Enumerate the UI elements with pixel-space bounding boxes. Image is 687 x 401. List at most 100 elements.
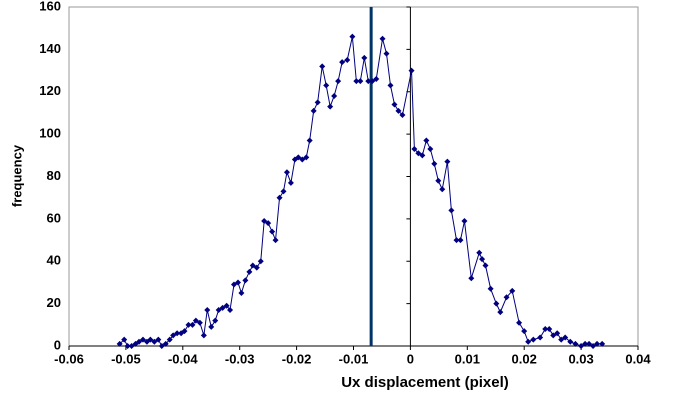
- x-tick-label: 0.01: [455, 351, 480, 366]
- y-tick-label: 100: [39, 126, 61, 141]
- data-point: [487, 285, 494, 292]
- data-point: [431, 160, 438, 167]
- data-point: [554, 330, 561, 337]
- data-point: [208, 323, 215, 330]
- data-point: [457, 237, 464, 244]
- data-point: [349, 33, 356, 40]
- data-point: [353, 78, 360, 85]
- y-tick-label: 60: [47, 210, 61, 225]
- data-point: [572, 340, 579, 347]
- data-point: [530, 336, 537, 343]
- data-point: [357, 78, 364, 85]
- data-point: [423, 137, 430, 144]
- data-point: [419, 152, 426, 159]
- y-tick-label: 0: [54, 337, 61, 352]
- data-point: [272, 237, 279, 244]
- data-point: [253, 264, 260, 271]
- data-point: [227, 306, 234, 313]
- data-point: [448, 207, 455, 214]
- data-point: [116, 340, 123, 347]
- data-point: [155, 336, 162, 343]
- data-point: [339, 59, 346, 66]
- data-point: [121, 336, 128, 343]
- data-point: [435, 177, 442, 184]
- x-tick-label: 0: [407, 351, 414, 366]
- data-point: [521, 328, 528, 335]
- data-point: [276, 194, 283, 201]
- data-point: [567, 338, 574, 345]
- data-point: [509, 287, 516, 294]
- data-point: [223, 302, 230, 309]
- x-tick-label: 0.03: [568, 351, 593, 366]
- data-point: [578, 343, 585, 349]
- data-point: [582, 340, 589, 347]
- data-point: [166, 336, 173, 343]
- data-point: [151, 338, 158, 345]
- y-tick-label: 140: [39, 41, 61, 56]
- data-point: [411, 145, 418, 152]
- data-point: [185, 321, 192, 328]
- data-point: [246, 268, 253, 275]
- data-point: [147, 336, 154, 343]
- x-axis-title: Ux displacement (pixel): [341, 374, 509, 391]
- data-point: [192, 317, 199, 324]
- data-point: [327, 103, 334, 110]
- data-point: [550, 332, 557, 339]
- data-point: [344, 56, 351, 63]
- data-point: [373, 76, 380, 83]
- data-point: [594, 340, 601, 347]
- data-point: [415, 150, 422, 157]
- data-point: [395, 107, 402, 114]
- y-axis-title: frequency: [9, 144, 24, 207]
- data-point: [408, 67, 415, 74]
- x-tick-label: -0.05: [111, 351, 141, 366]
- data-point: [299, 156, 306, 163]
- data-point: [200, 332, 207, 339]
- data-point: [174, 330, 181, 337]
- data-point: [482, 262, 489, 269]
- data-point: [497, 309, 504, 316]
- data-point: [516, 319, 523, 326]
- data-point: [265, 220, 272, 227]
- data-point: [242, 277, 249, 284]
- data-point: [335, 78, 342, 85]
- data-point: [399, 112, 406, 119]
- data-point: [525, 338, 532, 345]
- x-tick-label: -0.03: [225, 351, 255, 366]
- data-point: [542, 326, 549, 333]
- data-point: [314, 99, 321, 106]
- data-point: [590, 343, 597, 349]
- data-point: [215, 306, 222, 313]
- data-point: [453, 237, 460, 244]
- x-tick-label: -0.06: [54, 351, 84, 366]
- x-tick-label: 0.04: [625, 351, 651, 366]
- data-point: [439, 186, 446, 193]
- data-point: [331, 92, 338, 99]
- data-point: [361, 54, 368, 61]
- data-point: [219, 304, 226, 311]
- plot-frame: [68, 6, 639, 347]
- y-tick-label: 40: [47, 253, 61, 268]
- data-point: [599, 340, 606, 347]
- data-point: [444, 158, 451, 165]
- data-point: [476, 249, 483, 256]
- data-point: [257, 258, 264, 265]
- data-point: [323, 82, 330, 89]
- data-point: [558, 336, 565, 343]
- data-point: [170, 332, 177, 339]
- data-point: [283, 169, 290, 176]
- data-point: [128, 343, 135, 349]
- x-tick-label: -0.02: [282, 351, 312, 366]
- data-point: [238, 290, 245, 297]
- data-point: [546, 326, 553, 333]
- x-tick-label: 0.02: [512, 351, 537, 366]
- data-point: [135, 338, 142, 345]
- data-point: [468, 275, 475, 282]
- data-point: [295, 154, 302, 161]
- data-point: [287, 179, 294, 186]
- data-point: [139, 336, 146, 343]
- y-tick-label: 20: [47, 295, 61, 310]
- data-point: [562, 334, 569, 341]
- data-point: [319, 63, 326, 70]
